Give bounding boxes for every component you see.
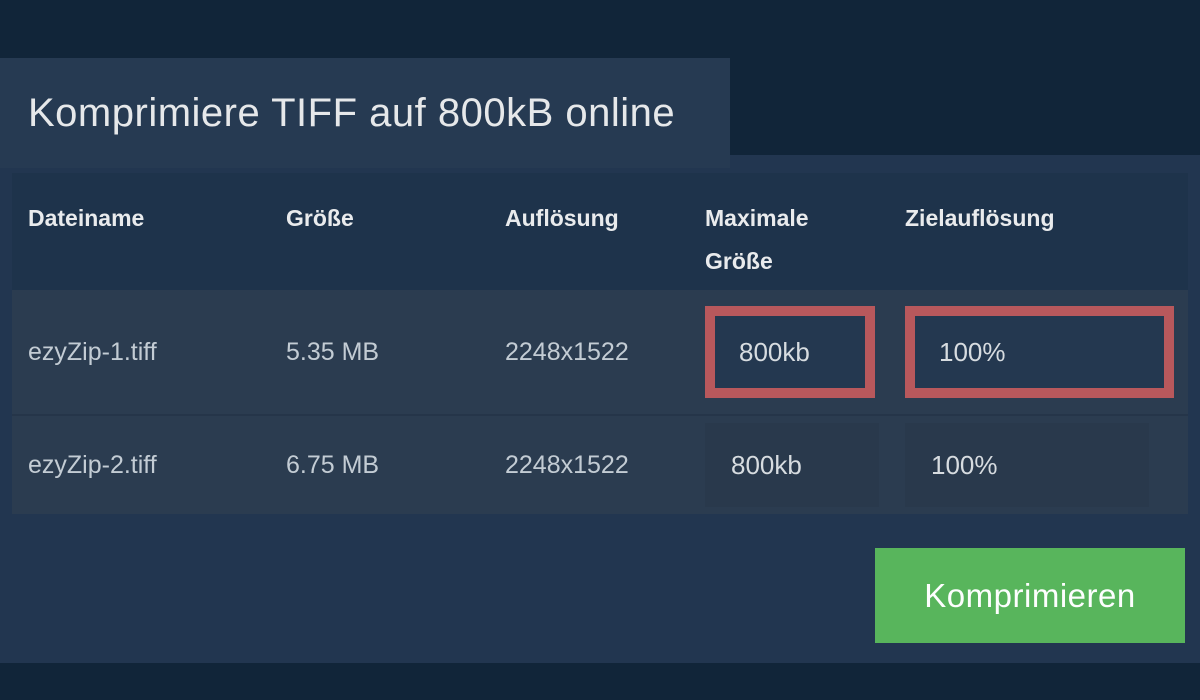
header-resolution: Auflösung bbox=[505, 205, 619, 231]
title-band: Komprimiere TIFF auf 800kB online bbox=[0, 58, 730, 168]
filename-cell: ezyZip-1.tiff bbox=[28, 337, 157, 366]
max-size-cell bbox=[705, 306, 905, 398]
target-resolution-input[interactable] bbox=[905, 306, 1174, 398]
table-row: ezyZip-2.tiff 6.75 MB 2248x1522 bbox=[12, 414, 1188, 514]
target-resolution-input[interactable] bbox=[905, 423, 1149, 507]
max-size-input[interactable] bbox=[705, 306, 875, 398]
table-row: ezyZip-1.tiff 5.35 MB 2248x1522 bbox=[12, 290, 1188, 414]
page-title: Komprimiere TIFF auf 800kB online bbox=[28, 90, 676, 135]
max-size-cell bbox=[705, 423, 905, 507]
target-resolution-cell bbox=[905, 306, 1188, 398]
filename-cell: ezyZip-2.tiff bbox=[28, 450, 157, 479]
size-cell: 5.35 MB bbox=[286, 337, 380, 366]
resolution-cell: 2248x1522 bbox=[505, 450, 629, 479]
size-cell: 6.75 MB bbox=[286, 450, 380, 479]
resolution-cell: 2248x1522 bbox=[505, 337, 629, 366]
header-filename: Dateiname bbox=[28, 205, 145, 231]
header-target-resolution: Zielauflösung bbox=[905, 205, 1055, 231]
bottom-bar bbox=[0, 663, 1200, 700]
header-max-size: Maximale Größe bbox=[705, 205, 809, 274]
target-resolution-cell bbox=[905, 423, 1188, 507]
file-table: Dateiname Größe Auflösung Maximale Größe… bbox=[12, 173, 1188, 514]
header-size: Größe bbox=[286, 205, 354, 231]
compress-button[interactable]: Komprimieren bbox=[875, 548, 1185, 643]
table-header-row: Dateiname Größe Auflösung Maximale Größe… bbox=[12, 173, 1188, 290]
max-size-input[interactable] bbox=[705, 423, 879, 507]
